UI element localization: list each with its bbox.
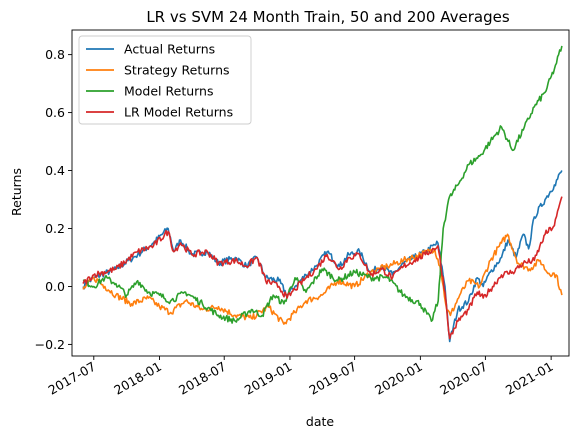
series-line-lr-model-returns	[82, 196, 563, 340]
y-tick-label: 0.4	[45, 163, 65, 178]
plot-area	[71, 29, 570, 357]
y-tick-label: 0.6	[45, 105, 65, 120]
y-tick-label: −0.2	[35, 337, 65, 352]
x-tick-label: 2019-07	[306, 359, 359, 398]
legend-label: Actual Returns	[124, 42, 215, 57]
legend-label: LR Model Returns	[124, 105, 233, 120]
series-line-strategy-returns	[82, 233, 563, 325]
legend-label: Model Returns	[124, 84, 214, 99]
x-tick-label: 2021-01	[503, 359, 556, 398]
x-tick-label: 2020-01	[372, 359, 425, 398]
x-tick-label: 2018-01	[111, 359, 164, 398]
series-line-actual-returns	[82, 170, 563, 343]
x-axis-label: date	[306, 414, 334, 429]
y-tick-label: 0.8	[45, 47, 65, 62]
chart-title: LR vs SVM 24 Month Train, 50 and 200 Ave…	[146, 8, 510, 26]
x-tick-label: 2019-01	[242, 359, 295, 398]
legend-items: Actual Returns Strategy Returns Model Retu…	[86, 42, 233, 120]
series-line-model-returns	[82, 45, 563, 324]
y-axis-label: Returns	[9, 168, 24, 216]
x-tick-label: 2018-07	[176, 359, 229, 398]
legend-box	[78, 35, 252, 125]
y-tick-label: 0.2	[45, 221, 65, 236]
legend-label: Strategy Returns	[124, 63, 230, 78]
legend: Actual Returns Strategy Returns Model Retu…	[78, 35, 252, 125]
y-tick-label: 0.0	[45, 279, 65, 294]
x-tick-label: 2020-07	[437, 359, 490, 398]
series-layer	[82, 45, 563, 343]
x-tick-label: 2017-07	[46, 359, 99, 398]
